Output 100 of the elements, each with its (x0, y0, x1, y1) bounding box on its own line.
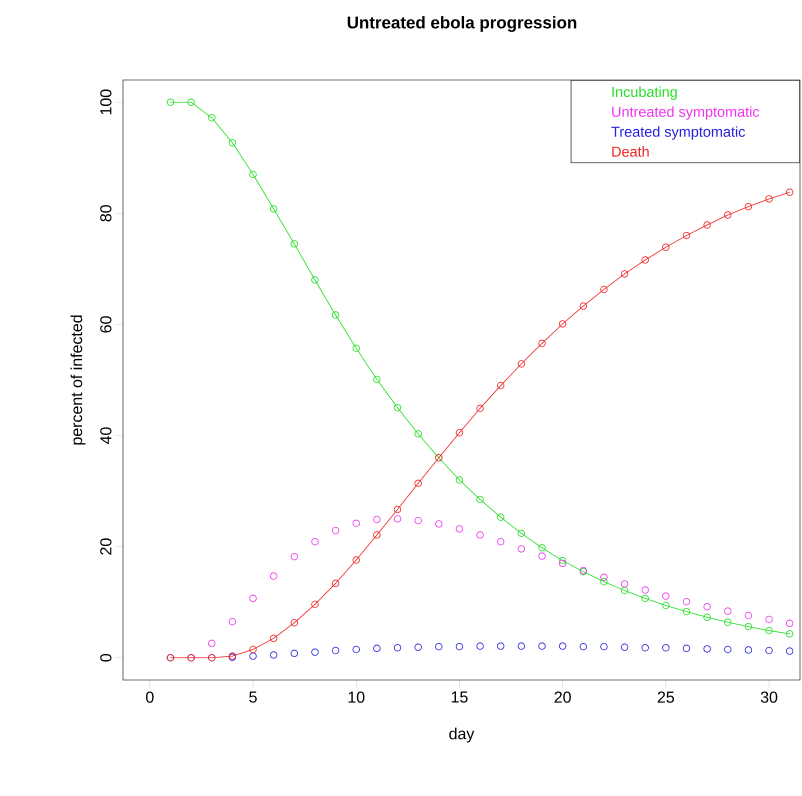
point (580, 642, 587, 650)
point (682, 644, 690, 652)
point (456, 476, 464, 484)
point (373, 376, 381, 384)
point (518, 545, 526, 553)
point (228, 139, 236, 146)
point (620, 270, 628, 278)
point (435, 642, 442, 650)
point (497, 514, 504, 521)
text: Treated symptomatic (611, 126, 746, 140)
y-tick-label: 40 (100, 427, 112, 444)
point (518, 642, 526, 650)
point (456, 525, 464, 533)
point (662, 602, 670, 610)
point (600, 574, 608, 581)
point (476, 496, 484, 504)
point (352, 556, 360, 564)
point (290, 650, 298, 658)
point (394, 506, 402, 514)
point (786, 647, 794, 655)
point (290, 552, 298, 560)
point (744, 622, 752, 630)
point (414, 430, 422, 438)
point (703, 221, 711, 229)
text: Incubating (612, 86, 677, 100)
point (642, 586, 649, 594)
point (642, 594, 649, 602)
y-tick-label: 60 (100, 316, 112, 332)
point (558, 556, 566, 564)
y-axis-title: percent of infected (70, 315, 86, 445)
point (538, 642, 546, 650)
point (662, 644, 670, 652)
point (682, 608, 690, 616)
x-tick-label: 25 (658, 692, 674, 703)
point (724, 618, 732, 626)
point (270, 651, 278, 659)
point (228, 618, 236, 626)
point (332, 311, 340, 319)
point (187, 98, 195, 106)
point (352, 520, 360, 528)
point (497, 538, 504, 546)
point (662, 592, 670, 600)
point (620, 586, 628, 594)
point (518, 360, 526, 368)
point (682, 232, 690, 240)
point (352, 344, 360, 352)
point (682, 598, 690, 606)
point (580, 302, 587, 310)
point (373, 516, 381, 524)
point (765, 646, 773, 654)
point (744, 202, 752, 210)
point (249, 652, 257, 660)
point (724, 211, 732, 219)
point (600, 578, 608, 586)
y-tick-label: 0 (100, 654, 112, 662)
point (414, 644, 422, 651)
x-axis-title: day (449, 728, 474, 743)
point (414, 480, 422, 488)
point (249, 646, 257, 654)
point (786, 188, 794, 196)
point (662, 244, 670, 251)
point (394, 515, 402, 523)
point (642, 256, 649, 264)
point (620, 580, 628, 588)
point (538, 544, 546, 552)
point (290, 240, 298, 248)
point (249, 170, 257, 178)
point (208, 114, 216, 122)
point (332, 526, 340, 534)
point (786, 620, 794, 628)
point (166, 98, 174, 106)
point (476, 531, 484, 539)
point (600, 642, 608, 650)
point (290, 619, 298, 626)
point (352, 646, 360, 654)
point (332, 580, 340, 588)
point (270, 634, 278, 642)
point (558, 560, 566, 568)
point (435, 520, 442, 528)
point (518, 530, 526, 538)
point (311, 538, 319, 546)
point (497, 642, 504, 650)
point (311, 276, 319, 284)
point (332, 646, 340, 654)
point (558, 320, 566, 328)
text: Death (612, 146, 649, 157)
x-tick-label: 20 (554, 692, 571, 703)
point (311, 648, 319, 656)
y-tick-label: 20 (100, 538, 112, 555)
x-tick-label: 30 (760, 692, 778, 703)
point (476, 404, 484, 412)
point (744, 612, 752, 620)
point (600, 286, 608, 294)
point (497, 382, 504, 390)
point (270, 205, 278, 213)
y-tick-label: 80 (100, 205, 112, 222)
point (620, 644, 628, 651)
y-tick-label: 100 (100, 90, 112, 114)
point (270, 572, 278, 580)
point (476, 642, 484, 650)
